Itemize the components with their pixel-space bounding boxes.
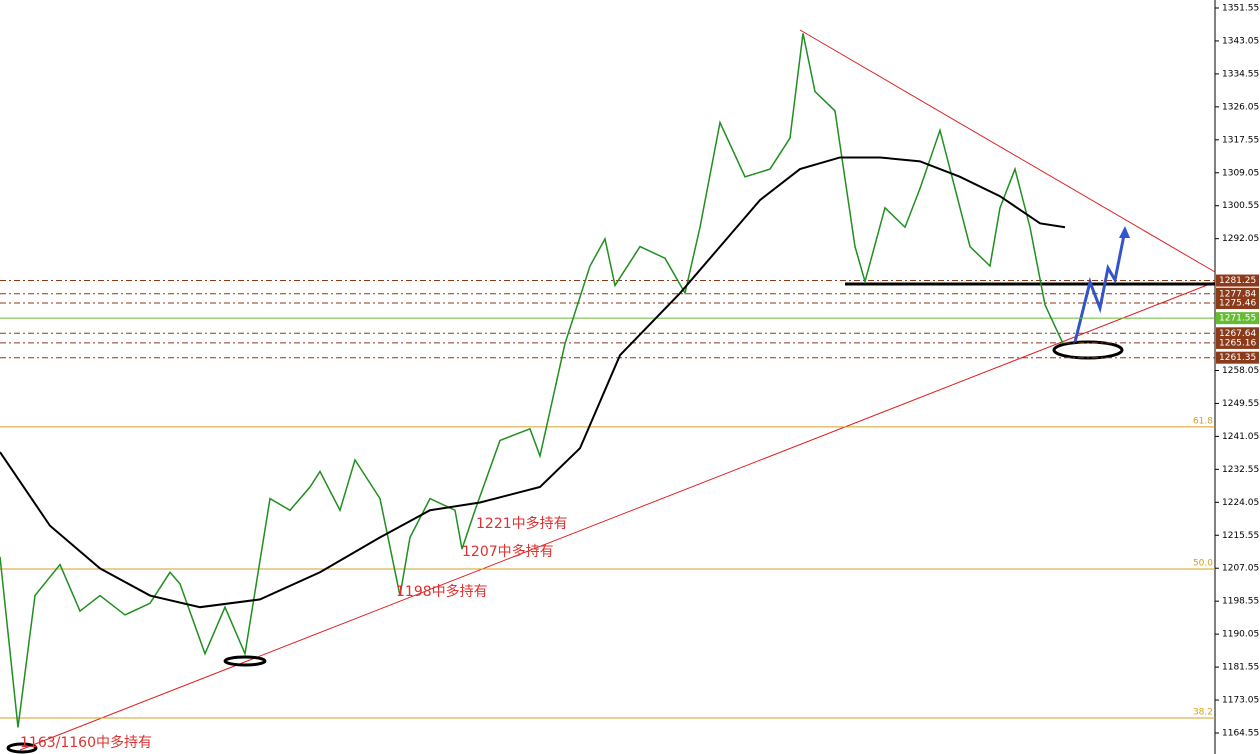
highlight-ellipse: [223, 655, 267, 667]
level-label: 1265.16: [1219, 338, 1256, 348]
y-tick-label: 1309.05: [1222, 168, 1259, 178]
y-tick-label: 1343.05: [1222, 36, 1259, 46]
annotation: 1163/1160中多持有: [20, 734, 152, 751]
level-label: 1275.46: [1219, 298, 1256, 308]
trend-line: [19, 281, 1216, 751]
level-label-box: [1216, 351, 1259, 364]
moving-average: [0, 156, 1066, 609]
y-tick-label: 1241.05: [1222, 432, 1259, 442]
level-label-box: [1216, 274, 1259, 287]
y-tick-label: 1232.55: [1222, 465, 1259, 475]
y-tick-label: 1351.55: [1222, 3, 1259, 13]
fib-label: 61.8: [1193, 416, 1213, 426]
highlight-ellipse: [6, 742, 38, 754]
y-tick-label: 1173.05: [1222, 696, 1259, 706]
annotation: 1198中多持有: [396, 583, 488, 600]
y-tick-label: 1164.55: [1222, 728, 1259, 738]
level-label-box: [1216, 287, 1259, 300]
y-tick-label: 1292.05: [1222, 234, 1259, 244]
y-tick-label: 1181.55: [1222, 663, 1259, 673]
y-tick-label: 1300.55: [1222, 201, 1259, 211]
level-label-box: [1216, 312, 1259, 325]
level-label-box: [1216, 296, 1259, 309]
y-tick-label: 1224.05: [1222, 498, 1259, 508]
y-tick-label: 1207.05: [1222, 564, 1259, 574]
level-label-box: [1216, 336, 1259, 349]
forecast-arrow: [1073, 229, 1127, 343]
fib-label: 38.2: [1193, 708, 1213, 718]
level-label: 1267.64: [1219, 329, 1256, 339]
level-label: 1261.35: [1219, 353, 1256, 363]
y-tick-label: 1249.55: [1222, 399, 1259, 409]
level-label: 1281.25: [1219, 276, 1256, 286]
price-line: [0, 33, 1064, 728]
level-label: 1277.84: [1219, 289, 1256, 299]
annotation: 1221中多持有: [476, 515, 568, 532]
fib-label: 50.0: [1193, 558, 1213, 568]
y-tick-label: 1317.55: [1222, 135, 1259, 145]
annotation: 1207中多持有: [462, 543, 554, 560]
trend-line: [799, 29, 1216, 273]
y-tick-label: 1334.55: [1222, 69, 1259, 79]
level-label-box: [1216, 327, 1259, 340]
y-tick-label: 1215.55: [1222, 531, 1259, 541]
y-tick-label: 1198.55: [1222, 597, 1259, 607]
arrow-head: [1119, 226, 1130, 238]
y-tick-label: 1190.05: [1222, 630, 1259, 640]
level-label: 1271.55: [1219, 314, 1256, 324]
y-tick-label: 1326.05: [1222, 102, 1259, 112]
y-tick-label: 1258.05: [1222, 366, 1259, 376]
